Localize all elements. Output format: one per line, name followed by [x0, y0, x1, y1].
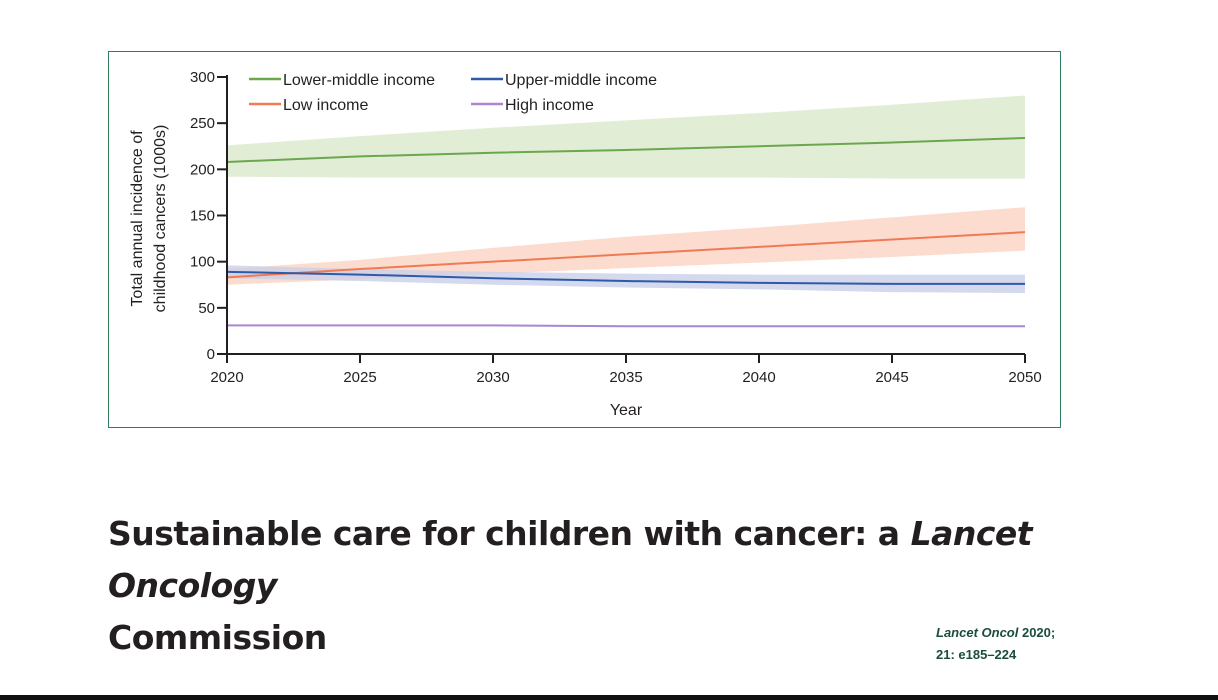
x-tick-label-2020: 2020	[210, 369, 243, 386]
legend-label-upper-middle-income: Upper-middle income	[505, 72, 657, 89]
series-line-high-income	[227, 324, 1025, 328]
citation-volume: 21: e185–224	[936, 647, 1017, 662]
legend-label-lower-middle-income: Lower-middle income	[283, 72, 435, 89]
title-part-2: Commission	[108, 618, 327, 657]
band-lower-middle-income	[227, 95, 1025, 179]
citation-journal: Lancet Oncol	[936, 625, 1019, 640]
y-tick-label-50: 50	[198, 300, 215, 317]
series-line-upper-middle-income	[226, 270, 1025, 285]
y-axis-title-line-1: Total annual incidence of	[129, 130, 146, 307]
citation-year: 2020;	[1018, 625, 1056, 640]
legend-label-high-income: High income	[505, 97, 594, 114]
chart-frame: 0 50 100 150 200 250 300 2020 2025 2030 2035 2040 20…	[108, 51, 1061, 428]
citation: Lancet Oncol 2020; 21: e185–224	[936, 622, 1055, 666]
x-tick-label-2025: 2025	[343, 369, 376, 386]
x-axis-title: Year	[610, 402, 643, 419]
series-line-low-income	[226, 231, 1026, 279]
bottom-rule	[0, 695, 1218, 700]
x-tick-label-2035: 2035	[609, 369, 642, 386]
y-axis-title: Total annual incidence of childhood cance…	[129, 125, 169, 313]
x-tick-label-2030: 2030	[476, 369, 509, 386]
x-tick-label-2050: 2050	[1008, 369, 1041, 386]
x-tick-label-2045: 2045	[875, 369, 908, 386]
y-tick-label-100: 100	[190, 254, 215, 271]
title-part-1: Sustainable care for children with cance…	[108, 514, 911, 553]
y-tick-label-0: 0	[207, 346, 215, 363]
y-tick-label-200: 200	[190, 161, 215, 178]
y-axis-title-line-2: childhood cancers (1000s)	[152, 125, 169, 313]
title-italic-journal: Lancet Oncology	[108, 514, 1033, 605]
series-line-lower-middle-income	[226, 136, 1026, 163]
y-tick-label-300: 300	[190, 69, 215, 86]
line-chart: 0 50 100 150 200 250 300 2020 2025 2030 2035 2040 20…	[129, 69, 1042, 419]
legend-label-low-income: Low income	[283, 97, 368, 114]
y-tick-label-150: 150	[190, 208, 215, 225]
page-title: Sustainable care for children with cance…	[108, 508, 1108, 664]
band-upper-middle-income	[227, 265, 1025, 294]
x-tick-label-2040: 2040	[742, 369, 775, 386]
y-tick-label-250: 250	[190, 115, 215, 132]
